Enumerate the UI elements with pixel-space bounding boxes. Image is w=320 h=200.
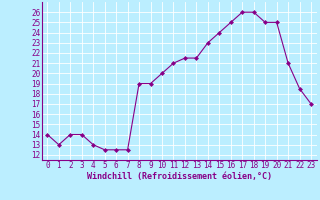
X-axis label: Windchill (Refroidissement éolien,°C): Windchill (Refroidissement éolien,°C): [87, 172, 272, 181]
